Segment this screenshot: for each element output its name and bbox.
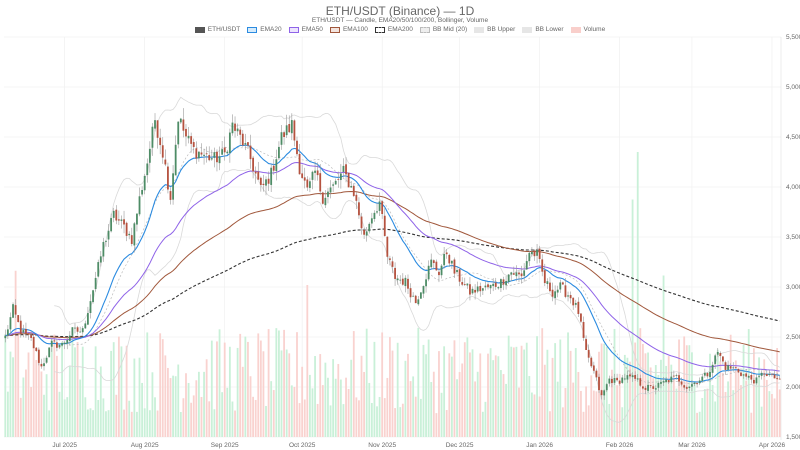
volume-bars (4, 152, 781, 437)
x-axis: Jul 2025 Aug 2025 Sep 2025 Oct 2025 Nov 2025… (52, 442, 785, 449)
legend-swatch-icon (288, 26, 299, 33)
legend-swatch-icon (522, 26, 533, 33)
y-tick-label: 3,500 (786, 234, 800, 241)
legend-swatch-icon (419, 26, 430, 33)
y-tick-label: 4,000 (786, 184, 800, 191)
candlesticks (4, 108, 781, 400)
y-tick-label: 2,000 (786, 384, 800, 391)
y-tick-label: 2,500 (786, 334, 800, 341)
bollinger-bands (54, 96, 780, 423)
ema100-line (5, 190, 780, 353)
legend-item-bb-upper[interactable]: BB Upper (474, 26, 515, 33)
legend-label: EMA50 (301, 26, 323, 33)
legend-swatch-icon (570, 26, 581, 33)
ema-lines (5, 144, 780, 383)
y-axis: 1,500 2,000 2,500 3,000 3,500 4,000 4,500 5,000… (786, 34, 800, 441)
legend-item-bb-lower[interactable]: BB Lower (522, 26, 564, 33)
y-tick-label: 5,000 (786, 84, 800, 91)
x-tick-label: Mar 2026 (678, 442, 706, 449)
x-tick-label: Dec 2025 (446, 442, 474, 449)
legend-swatch-icon (247, 26, 258, 33)
y-tick-label: 4,500 (786, 134, 800, 141)
legend-label: EMA20 (260, 26, 282, 33)
x-tick-label: Jan 2026 (526, 442, 553, 449)
x-tick-label: Nov 2025 (368, 442, 396, 449)
x-tick-label: Feb 2026 (606, 442, 634, 449)
legend-label: BB Upper (487, 26, 516, 33)
bb-mid-line (54, 146, 780, 385)
chart-title: ETH/USDT (Binance) — 1D (325, 4, 475, 18)
legend-label: BB Lower (535, 26, 564, 33)
legend-label: BB Mid (20) (432, 26, 468, 33)
y-tick-label: 1,500 (786, 434, 800, 441)
legend-label: Volume (583, 26, 606, 33)
legend-label: EMA200 (387, 26, 413, 33)
ema200-line (5, 228, 780, 338)
legend-swatch-icon (194, 26, 205, 33)
x-tick-label: Apr 2026 (759, 442, 786, 449)
bb-lower-line (54, 168, 780, 423)
legend-label: EMA100 (342, 26, 368, 33)
y-tick-label: 5,500 (786, 34, 800, 41)
legend-item-ema100[interactable]: EMA100 (329, 26, 368, 33)
x-tick-label: Oct 2025 (289, 442, 316, 449)
legend-item-ema200[interactable]: EMA200 (374, 26, 413, 33)
x-tick-label: Jul 2025 (52, 442, 77, 449)
legend-swatch-icon (374, 26, 385, 33)
x-tick-label: Sep 2025 (211, 442, 239, 449)
legend-swatch-icon (474, 26, 485, 33)
x-tick-label: Aug 2025 (131, 442, 159, 449)
legend-item-bb-mid-20[interactable]: BB Mid (20) (419, 26, 468, 33)
y-tick-label: 3,000 (786, 284, 800, 291)
legend-item-ema50[interactable]: EMA50 (288, 26, 323, 33)
chart-subtitle: ETH/USDT — Candle, EMA20/50/100/200, Bol… (311, 17, 489, 24)
legend-item-volume[interactable]: Volume (570, 26, 606, 33)
legend-label: ETH/USDT (207, 26, 241, 33)
legend-swatch-icon (329, 26, 340, 33)
legend-item-ema20[interactable]: EMA20 (247, 26, 282, 33)
legend-item-eth-usdt[interactable]: ETH/USDT (194, 26, 241, 33)
ema50-line (5, 161, 780, 372)
legend: ETH/USDT EMA20 EMA50 EMA100 EMA200 BB Mid (20… (0, 26, 800, 33)
bb-upper-line (54, 96, 780, 376)
